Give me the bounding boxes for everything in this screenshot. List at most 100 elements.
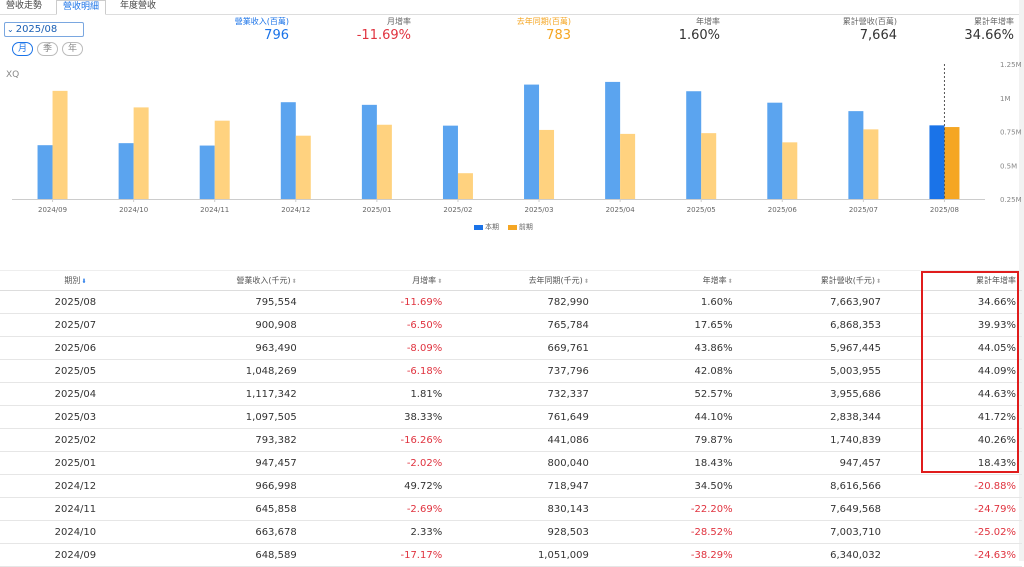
- sort-icon[interactable]: ⬍: [583, 278, 589, 285]
- bar-previous[interactable]: [944, 127, 960, 199]
- bar-previous[interactable]: [782, 142, 798, 199]
- table-cell: 947,457: [150, 451, 303, 475]
- mode-quarter-button[interactable]: 季: [37, 42, 58, 56]
- column-header[interactable]: 期別⬇: [0, 270, 151, 291]
- table-cell: 830,143: [448, 497, 595, 521]
- bar-previous[interactable]: [52, 90, 68, 199]
- bar-current[interactable]: [118, 143, 134, 199]
- table-cell: 793,382: [150, 428, 303, 452]
- bar-previous[interactable]: [295, 135, 311, 199]
- sort-icon[interactable]: ⬍: [291, 278, 297, 285]
- column-header[interactable]: 累計年增率: [886, 270, 1022, 291]
- bar-current[interactable]: [929, 125, 945, 199]
- column-header[interactable]: 去年同期(千元)⬍: [448, 270, 595, 291]
- kpi-value: -11.69%: [356, 28, 411, 43]
- column-header[interactable]: 月增率⬍: [302, 270, 449, 291]
- x-tick-label: 2025/05: [687, 206, 716, 214]
- table-cell: 1.60%: [594, 290, 739, 314]
- x-tick-label: 2025/04: [606, 206, 636, 214]
- bar-previous[interactable]: [620, 133, 636, 199]
- bar-current[interactable]: [767, 102, 783, 199]
- table-cell: -24.79%: [886, 497, 1022, 521]
- table-row[interactable]: 2025/01 947,457 -2.02% 800,040 18.43% 947,457…: [0, 451, 1022, 475]
- x-tick-label: 2025/02: [443, 206, 472, 214]
- column-header[interactable]: 年增率⬍: [594, 270, 739, 291]
- table-row[interactable]: 2024/12 966,998 49.72% 718,947 34.50% 8,616,5…: [0, 474, 1022, 498]
- table-cell: 669,761: [448, 336, 595, 360]
- bar-current[interactable]: [686, 91, 702, 199]
- x-tick-label: 2024/10: [119, 206, 148, 214]
- period-dropdown[interactable]: ⌄ 2025/08: [4, 22, 84, 37]
- sort-icon[interactable]: ⬍: [727, 278, 733, 285]
- x-tick-label: 2024/12: [281, 206, 310, 214]
- bar-previous[interactable]: [214, 120, 230, 199]
- table-cell: 2024/12: [0, 474, 151, 498]
- table-cell: 44.09%: [886, 359, 1022, 383]
- table-row[interactable]: 2025/08 795,554 -11.69% 782,990 1.60% 7,663,9…: [0, 290, 1022, 314]
- bar-previous[interactable]: [539, 129, 555, 199]
- column-header-label: 累計營收(千元): [820, 276, 875, 285]
- table-cell: 3,955,686: [738, 382, 887, 406]
- tab-revenue-trend[interactable]: 營收走勢: [6, 1, 43, 11]
- bar-current[interactable]: [37, 145, 53, 199]
- sort-icon[interactable]: ⬇: [81, 278, 87, 285]
- sort-icon[interactable]: ⬍: [875, 278, 881, 285]
- bar-current[interactable]: [199, 145, 215, 199]
- table-row[interactable]: 2025/05 1,048,269 -6.18% 737,796 42.08% 5,003…: [0, 359, 1022, 383]
- table-cell: 900,908: [150, 313, 303, 337]
- y-tick-label: 0.5M: [1000, 162, 1017, 170]
- bar-previous[interactable]: [701, 133, 717, 199]
- kpi-label: 累計年增率: [974, 17, 1014, 26]
- table-cell: 441,086: [448, 428, 595, 452]
- table-row[interactable]: 2025/03 1,097,505 38.33% 761,649 44.10% 2,838…: [0, 405, 1022, 429]
- bar-current[interactable]: [524, 84, 540, 199]
- table-cell: 663,678: [150, 520, 303, 544]
- tab-annual-revenue[interactable]: 年度營收: [120, 1, 157, 11]
- table-cell: 43.86%: [594, 336, 739, 360]
- bar-previous[interactable]: [376, 124, 392, 199]
- kpi-label: 月增率: [387, 17, 411, 26]
- bar-current[interactable]: [605, 81, 621, 199]
- table-row[interactable]: 2025/07 900,908 -6.50% 765,784 17.65% 6,868,3…: [0, 313, 1022, 337]
- table-header-row: 期別⬇ 營業收入(千元)⬍ 月增率⬍ 去年同期(千元)⬍ 年增率⬍ 累計營收(千元)⬍ 累計…: [0, 270, 1022, 291]
- kpi-label: 去年同期(百萬): [516, 17, 571, 26]
- table-cell: 7,663,907: [738, 290, 887, 314]
- tab-revenue-detail[interactable]: 營收明細: [56, 0, 107, 15]
- table-cell: 648,589: [150, 543, 303, 567]
- table-row[interactable]: 2025/06 963,490 -8.09% 669,761 43.86% 5,967,4…: [0, 336, 1022, 360]
- table-row[interactable]: 2024/10 663,678 2.33% 928,503 -28.52% 7,003,7…: [0, 520, 1022, 544]
- legend-current-label: 本期: [485, 223, 499, 231]
- mode-month-button[interactable]: 月: [12, 42, 33, 56]
- sort-icon[interactable]: ⬍: [437, 278, 443, 285]
- table-cell: 2024/11: [0, 497, 151, 521]
- bar-current[interactable]: [442, 125, 458, 199]
- table-row[interactable]: 2025/02 793,382 -16.26% 441,086 79.87% 1,740,…: [0, 428, 1022, 452]
- mode-year-button[interactable]: 年: [62, 42, 83, 56]
- legend-previous-label: 前期: [518, 223, 533, 231]
- bar-previous[interactable]: [863, 129, 879, 199]
- column-header-label: 去年同期(千元): [528, 276, 583, 285]
- column-header[interactable]: 營業收入(千元)⬍: [150, 270, 303, 291]
- table-cell: 718,947: [448, 474, 595, 498]
- column-header-label: 期別: [64, 276, 81, 285]
- legend-swatch-previous: [507, 224, 517, 230]
- bar-previous[interactable]: [457, 173, 473, 199]
- table-cell: 8,616,566: [738, 474, 887, 498]
- table-cell: 2024/09: [0, 543, 151, 567]
- table-cell: 2025/04: [0, 382, 151, 406]
- bar-current[interactable]: [361, 104, 377, 199]
- bar-current[interactable]: [848, 111, 864, 199]
- x-tick-label: 2024/11: [200, 206, 229, 214]
- y-tick-label: 0.75M: [1000, 129, 1022, 137]
- table-row[interactable]: 2024/09 648,589 -17.17% 1,051,009 -38.29% 6,3…: [0, 543, 1022, 567]
- column-header[interactable]: 累計營收(千元)⬍: [738, 270, 887, 291]
- table-cell: 795,554: [150, 290, 303, 314]
- bar-current[interactable]: [280, 102, 296, 199]
- table-row[interactable]: 2025/04 1,117,342 1.81% 732,337 52.57% 3,955,…: [0, 382, 1022, 406]
- table-cell: -38.29%: [594, 543, 739, 567]
- table-cell: 34.50%: [594, 474, 739, 498]
- table-row[interactable]: 2024/11 645,858 -2.69% 830,143 -22.20% 7,649,…: [0, 497, 1022, 521]
- bar-previous[interactable]: [133, 107, 149, 199]
- kpi-value: 783: [546, 28, 571, 43]
- table-cell: 2025/03: [0, 405, 151, 429]
